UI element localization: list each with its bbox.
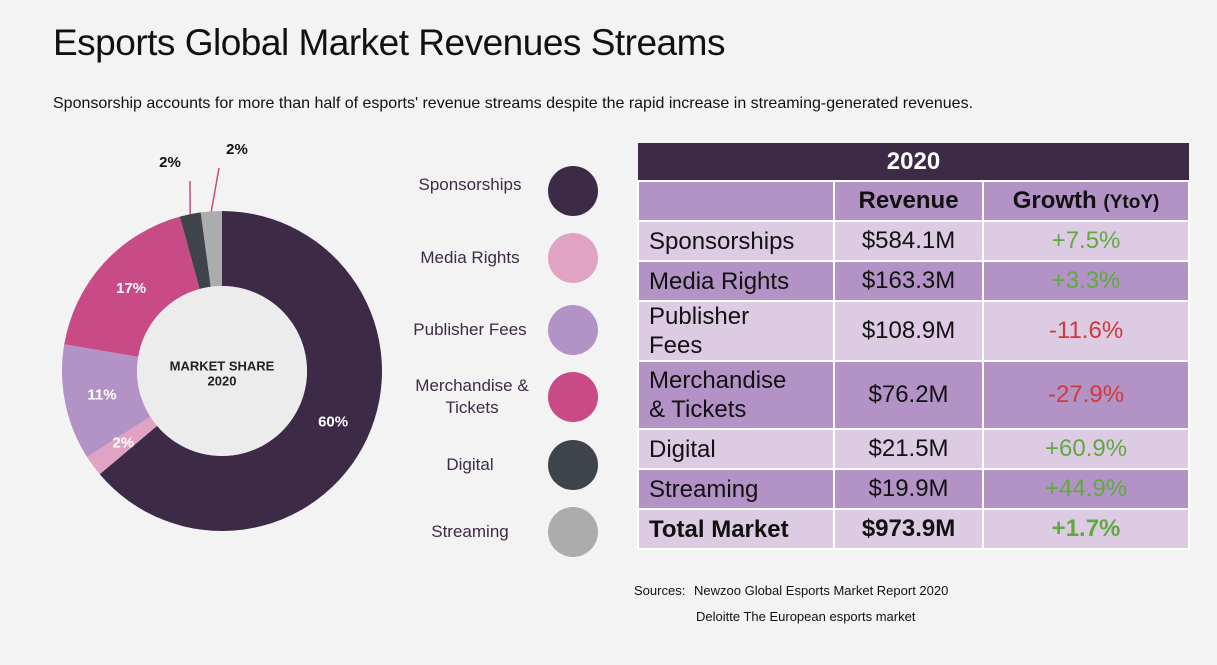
table-cell: $973.9M: [832, 508, 985, 550]
header-row: Revenue Growth (YtoY): [637, 180, 1190, 222]
table-row: Media Rights $163.3M +3.3%: [637, 260, 1190, 302]
source: Deloitte The European esports market: [696, 609, 916, 624]
table-title: 2020: [638, 143, 1189, 181]
slice-label: 2%: [113, 435, 135, 452]
pie-slice: [62, 344, 151, 458]
slice-label: 2%: [226, 141, 248, 158]
source: Newzoo Global Esports Market Report 2020: [694, 583, 949, 598]
title: Esports Global Market Revenues Streams: [53, 22, 725, 63]
table-cell: $163.3M: [832, 260, 985, 302]
sources-label: Sources:: [634, 583, 686, 598]
table-row: Sponsorships $584.1M +7.5%: [637, 220, 1190, 262]
header-main: Growth: [1012, 187, 1097, 214]
header-cell: Growth (YtoY): [982, 180, 1190, 222]
donut-hole: [137, 286, 307, 456]
table-cell: Publisher Fees: [637, 300, 835, 362]
header-cell: [637, 180, 835, 222]
slice-label: 17%: [116, 280, 146, 297]
table-cell: Media Rights: [637, 260, 835, 302]
slice-label: 11%: [87, 386, 116, 403]
legend-label: Publisher Fees: [413, 320, 527, 339]
legend-swatch: [548, 166, 598, 216]
legend-label: Streaming: [431, 522, 509, 541]
legend-label: Media Rights: [420, 248, 520, 267]
slice-label: 60%: [318, 414, 348, 431]
legend-label: Digital: [446, 455, 494, 474]
table-row: Merchandise & Tickets $76.2M -27.9%: [637, 360, 1190, 430]
pie-slice: [200, 211, 222, 287]
legend-label: Merchandise & Tickets: [415, 376, 529, 417]
table-cell: $108.9M: [832, 300, 985, 362]
pie-slice: [99, 211, 383, 531]
table-row: Publisher Fees $108.9M -11.6%: [637, 300, 1190, 362]
legend-swatch: [548, 507, 598, 557]
table-cell: +44.9%: [982, 468, 1190, 510]
pie-slice: [64, 216, 200, 357]
table-cell: +1.7%: [982, 508, 1190, 550]
legend-label: Sponsorships: [418, 175, 522, 194]
table-cell: Sponsorships: [637, 220, 835, 262]
table-cell: -27.9%: [982, 360, 1190, 430]
table-cell: $76.2M: [832, 360, 985, 430]
pie-slice: [179, 212, 211, 290]
table-cell: +7.5%: [982, 220, 1190, 262]
subtitle: Sponsorship accounts for more than half …: [53, 95, 974, 112]
center-label: MARKET SHARE: [170, 358, 275, 373]
legend-swatch: [548, 372, 598, 422]
header-note: (YtoY): [1103, 192, 1160, 213]
table-cell: -11.6%: [982, 300, 1190, 362]
table-cell: $19.9M: [832, 468, 985, 510]
table-cell: Total Market: [637, 508, 835, 550]
table-row: Digital $21.5M +60.9%: [637, 428, 1190, 470]
table-cell: Streaming: [637, 468, 835, 510]
legend-swatch: [548, 305, 598, 355]
table-cell: +3.3%: [982, 260, 1190, 302]
pie-slice: [87, 416, 158, 475]
table-cell: Merchandise & Tickets: [637, 360, 835, 430]
table-cell: $584.1M: [832, 220, 985, 262]
slice-label: 2%: [159, 154, 181, 171]
table-row: Total Market $973.9M +1.7%: [637, 508, 1190, 550]
header-cell: Revenue: [832, 180, 985, 222]
table-title-row: 2020: [638, 143, 1189, 181]
table-cell: $21.5M: [832, 428, 985, 470]
legend-swatch: [548, 233, 598, 283]
leader-line: [210, 167, 220, 212]
center-label: 2020: [208, 373, 237, 388]
table-row: Streaming $19.9M +44.9%: [637, 468, 1190, 510]
table-cell: Digital: [637, 428, 835, 470]
legend-swatch: [548, 440, 598, 490]
revenue-table: 2020 Revenue Growth (YtoY) Sponsorships $584…: [637, 143, 1190, 550]
table-cell: +60.9%: [982, 428, 1190, 470]
